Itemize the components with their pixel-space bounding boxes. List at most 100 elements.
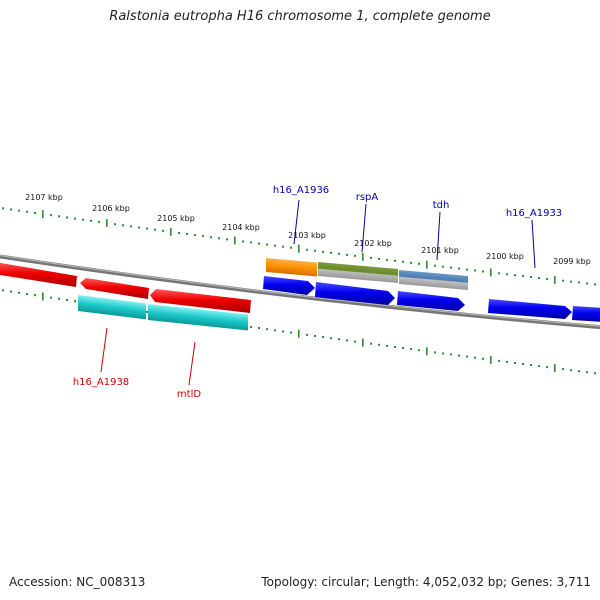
minor-tick (250, 241, 252, 244)
gene-label-rspA: rspA (356, 192, 379, 203)
leader-tdh (436, 211, 441, 261)
forward-strand-genes (263, 276, 600, 322)
minor-tick (146, 310, 148, 313)
minor-tick (402, 347, 404, 350)
minor-tick (402, 260, 404, 263)
minor-tick (570, 369, 572, 372)
minor-tick (2, 207, 4, 210)
minor-tick (450, 266, 452, 269)
minor-tick (186, 233, 188, 236)
ruler-label: 2099 kbp (553, 257, 591, 266)
minor-tick (578, 281, 580, 284)
ruler-labels: 2107 kbp 2106 kbp 2105 kbp 2104 kbp 2103 kbp… (25, 193, 591, 266)
major-tick (362, 252, 364, 261)
minor-tick (450, 353, 452, 356)
minor-tick (58, 297, 60, 300)
major-tick (42, 292, 44, 301)
minor-tick (266, 243, 268, 246)
minor-tick (74, 217, 76, 220)
minor-tick (50, 214, 52, 217)
minor-tick (562, 279, 564, 282)
major-tick (490, 355, 492, 364)
minor-tick (2, 289, 4, 292)
minor-tick (34, 294, 36, 297)
major-tick (298, 244, 300, 253)
minor-tick (506, 360, 508, 363)
minor-tick (26, 292, 28, 295)
minor-tick (378, 257, 380, 260)
major-tick (554, 364, 556, 373)
minor-tick (330, 251, 332, 254)
minor-tick (218, 237, 220, 240)
minor-tick (442, 352, 444, 355)
minor-tick (586, 371, 588, 374)
minor-tick (250, 325, 252, 328)
minor-tick (530, 276, 532, 279)
minor-tick (346, 339, 348, 342)
reverse-gene-arrow (80, 278, 149, 299)
minor-tick (34, 211, 36, 214)
cyan-gene-block (148, 304, 248, 331)
minor-tick (50, 296, 52, 299)
steel-gene-block (399, 270, 468, 291)
upper-track-blocks (266, 258, 468, 291)
minor-tick (90, 219, 92, 222)
minor-tick (522, 275, 524, 278)
minor-tick (66, 216, 68, 219)
minor-tick (538, 365, 540, 368)
minor-tick (314, 334, 316, 337)
minor-tick (570, 280, 572, 283)
major-tick (106, 219, 108, 228)
minor-tick (66, 299, 68, 302)
minor-tick (386, 258, 388, 261)
minor-tick (202, 235, 204, 238)
minor-tick (418, 349, 420, 352)
ruler-label: 2105 kbp (157, 214, 195, 223)
minor-tick (418, 262, 420, 265)
leader-h16-A1936 (293, 199, 300, 245)
minor-tick (498, 272, 500, 275)
leader-rspA (361, 203, 367, 253)
minor-tick (18, 209, 20, 212)
minor-tick (370, 256, 372, 259)
minor-tick (378, 343, 380, 346)
minor-tick (138, 226, 140, 229)
ruler-label: 2104 kbp (222, 223, 260, 232)
minor-tick (354, 254, 356, 257)
major-tick (426, 260, 428, 269)
minor-tick (306, 333, 308, 336)
minor-tick (282, 330, 284, 333)
ruler-label: 2107 kbp (25, 193, 63, 202)
minor-tick (162, 229, 164, 232)
leader-mtlD (188, 341, 196, 386)
minor-tick (586, 282, 588, 285)
minor-tick (370, 342, 372, 345)
minor-tick (178, 231, 180, 234)
minor-tick (146, 227, 148, 230)
minor-tick (482, 270, 484, 273)
backbone-highlight (0, 254, 600, 327)
minor-tick (98, 220, 100, 223)
minor-tick (458, 267, 460, 270)
minor-tick (154, 228, 156, 231)
minor-tick (242, 240, 244, 243)
minor-tick (442, 265, 444, 268)
label-leaders (100, 199, 536, 386)
minor-tick (562, 368, 564, 371)
forward-gene-arrow (488, 299, 572, 319)
forward-gene-arrow (572, 306, 600, 322)
minor-tick (410, 348, 412, 351)
minor-tick (594, 372, 596, 375)
minor-tick (10, 208, 12, 211)
minor-tick (386, 344, 388, 347)
minor-tick (458, 354, 460, 357)
minor-tick (514, 361, 516, 364)
minor-tick (506, 273, 508, 276)
forward-gene-arrow (315, 282, 395, 305)
minor-tick (578, 370, 580, 373)
minor-tick (338, 252, 340, 255)
minor-tick (530, 364, 532, 367)
minor-tick (482, 357, 484, 360)
minor-tick (258, 242, 260, 245)
gene-label-h16-A1936: h16_A1936 (273, 185, 329, 196)
